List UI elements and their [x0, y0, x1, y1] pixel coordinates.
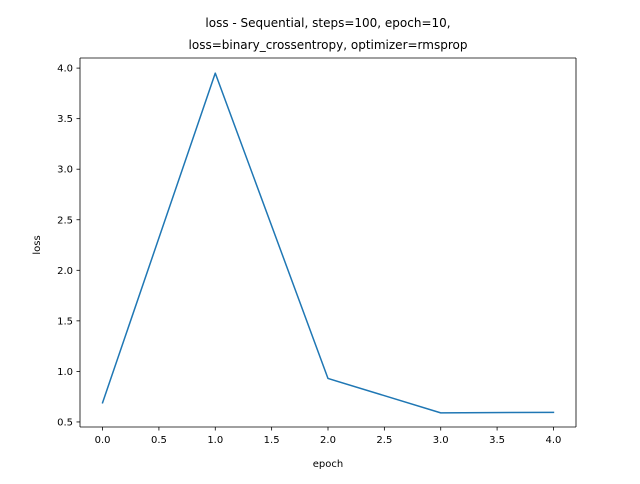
y-tick-label: 0.5 — [57, 417, 73, 428]
y-tick-label: 2.5 — [57, 215, 73, 226]
x-tick-label: 3.0 — [433, 435, 449, 446]
y-tick-label: 2.0 — [57, 266, 73, 277]
x-tick-label: 2.0 — [320, 435, 336, 446]
y-tick-label: 4.0 — [57, 64, 73, 75]
y-tick-label: 1.0 — [57, 367, 73, 378]
x-tick-label: 0.5 — [151, 435, 167, 446]
plot-area: 0.0 0.5 1.0 1.5 2.0 2.5 3.0 3.5 4.0 0.5 1.0 1.5 2.0 2… — [57, 57, 577, 446]
y-tick-label: 3.5 — [57, 114, 73, 125]
x-tick-label: 2.5 — [376, 435, 392, 446]
y-tick-label: 3.0 — [57, 165, 73, 176]
chart-title-line-2: loss=binary_crossentropy, optimizer=rmsp… — [189, 38, 468, 52]
x-tick-label: 1.5 — [264, 435, 280, 446]
y-axis-label: loss — [32, 235, 43, 254]
x-tick-label: 3.5 — [489, 435, 505, 446]
series-line-0 — [101, 72, 555, 414]
x-tick-label: 4.0 — [546, 435, 562, 446]
chart-title-line-1: loss - Sequential, steps=100, epoch=10, — [205, 16, 450, 30]
x-tick-label: 0.0 — [95, 435, 111, 446]
y-tick-label: 1.5 — [57, 316, 73, 327]
x-axis-label: epoch — [313, 459, 343, 470]
x-tick-label: 1.0 — [207, 435, 223, 446]
